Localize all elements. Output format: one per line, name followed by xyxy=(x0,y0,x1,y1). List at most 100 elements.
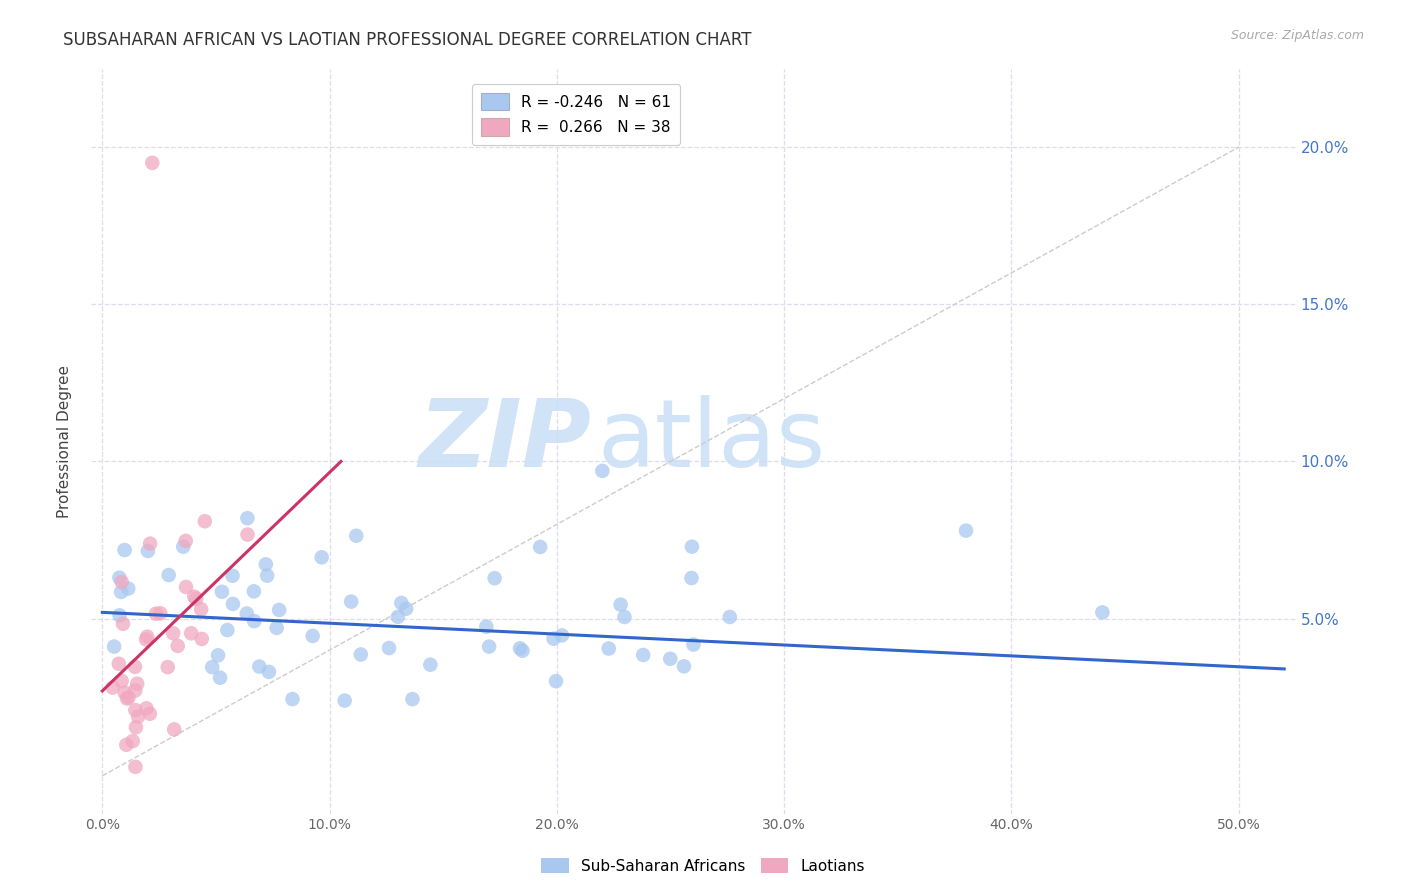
Point xyxy=(281,692,304,706)
Point xyxy=(401,692,423,706)
Point xyxy=(243,614,266,628)
Point xyxy=(1091,605,1114,619)
Point xyxy=(127,709,149,723)
Point xyxy=(344,529,367,543)
Point xyxy=(301,629,323,643)
Point xyxy=(209,671,232,685)
Point xyxy=(221,568,243,582)
Y-axis label: Professional Degree: Professional Degree xyxy=(58,365,72,517)
Point xyxy=(166,639,188,653)
Point xyxy=(672,659,695,673)
Point xyxy=(207,648,229,663)
Point xyxy=(136,544,159,558)
Point xyxy=(108,657,131,671)
Point xyxy=(236,511,259,525)
Point xyxy=(149,607,172,621)
Point xyxy=(340,594,363,608)
Point xyxy=(110,585,132,599)
Point xyxy=(236,527,259,541)
Point xyxy=(266,621,288,635)
Point xyxy=(681,540,703,554)
Point xyxy=(108,608,131,623)
Point xyxy=(613,610,636,624)
Point xyxy=(509,641,531,656)
Point xyxy=(201,660,224,674)
Point xyxy=(174,580,197,594)
Point xyxy=(718,610,741,624)
Point xyxy=(609,598,631,612)
Point xyxy=(350,648,373,662)
Point xyxy=(475,620,498,634)
Point xyxy=(591,464,613,478)
Point xyxy=(127,677,149,691)
Point xyxy=(117,582,139,596)
Point xyxy=(222,597,245,611)
Point xyxy=(125,720,148,734)
Point xyxy=(529,540,551,554)
Point xyxy=(124,683,146,698)
Point xyxy=(139,536,162,550)
Point xyxy=(115,691,138,706)
Point xyxy=(659,652,682,666)
Point xyxy=(114,543,136,558)
Point xyxy=(395,601,418,615)
Point xyxy=(124,760,146,774)
Legend: R = -0.246   N = 61, R =  0.266   N = 38: R = -0.246 N = 61, R = 0.266 N = 38 xyxy=(472,84,681,145)
Point xyxy=(117,690,139,705)
Point xyxy=(387,610,409,624)
Point xyxy=(174,533,197,548)
Point xyxy=(254,558,277,572)
Point xyxy=(111,574,134,589)
Point xyxy=(333,693,356,707)
Point xyxy=(111,673,134,688)
Point xyxy=(141,156,163,170)
Point xyxy=(256,568,278,582)
Point xyxy=(114,685,136,699)
Point xyxy=(194,514,217,528)
Text: Source: ZipAtlas.com: Source: ZipAtlas.com xyxy=(1230,29,1364,42)
Point xyxy=(419,657,441,672)
Point xyxy=(544,674,567,689)
Point xyxy=(186,591,208,606)
Point xyxy=(955,524,977,538)
Point xyxy=(389,596,412,610)
Point xyxy=(598,641,620,656)
Point xyxy=(190,632,212,646)
Point xyxy=(135,632,157,647)
Point xyxy=(183,590,205,604)
Point xyxy=(145,607,167,621)
Point xyxy=(156,660,179,674)
Point xyxy=(124,660,146,674)
Point xyxy=(101,681,124,695)
Point xyxy=(135,701,157,715)
Point xyxy=(311,550,333,565)
Point xyxy=(139,706,162,721)
Legend: Sub-Saharan Africans, Laotians: Sub-Saharan Africans, Laotians xyxy=(536,852,870,880)
Point xyxy=(378,640,401,655)
Point xyxy=(631,648,654,662)
Point xyxy=(172,540,194,554)
Point xyxy=(136,630,159,644)
Point xyxy=(269,603,291,617)
Point xyxy=(512,644,534,658)
Point xyxy=(543,632,565,646)
Point xyxy=(163,723,186,737)
Point xyxy=(103,640,125,654)
Point xyxy=(190,602,212,616)
Point xyxy=(484,571,506,585)
Point xyxy=(217,623,239,637)
Point xyxy=(108,571,131,585)
Text: ZIP: ZIP xyxy=(418,395,591,487)
Point xyxy=(681,571,703,585)
Point xyxy=(551,628,574,642)
Point xyxy=(115,738,138,752)
Point xyxy=(243,584,266,599)
Text: SUBSAHARAN AFRICAN VS LAOTIAN PROFESSIONAL DEGREE CORRELATION CHART: SUBSAHARAN AFRICAN VS LAOTIAN PROFESSION… xyxy=(63,31,752,49)
Point xyxy=(111,616,134,631)
Point xyxy=(682,638,704,652)
Point xyxy=(180,626,202,640)
Point xyxy=(236,607,259,621)
Point xyxy=(211,584,233,599)
Point xyxy=(124,703,146,717)
Point xyxy=(247,659,270,673)
